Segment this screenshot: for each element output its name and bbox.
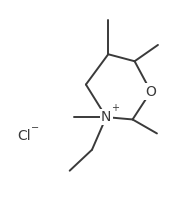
Text: Cl: Cl (17, 129, 31, 143)
Text: +: + (111, 103, 119, 113)
Text: O: O (145, 85, 156, 98)
Text: −: − (31, 123, 39, 133)
Text: N: N (101, 110, 111, 124)
